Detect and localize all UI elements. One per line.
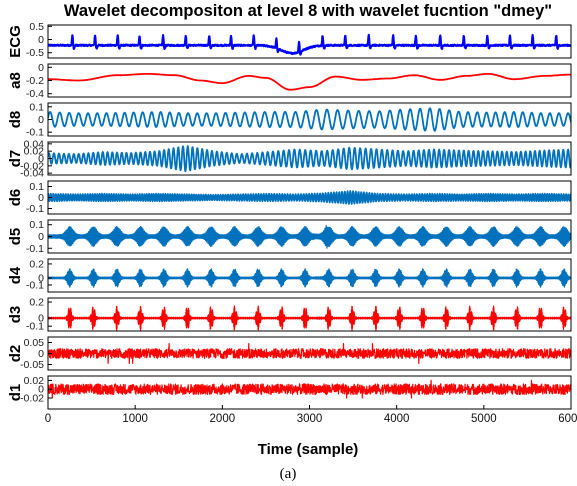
y-tick-label: -0.1: [26, 243, 44, 255]
y-tick-label: 0: [38, 62, 44, 74]
x-axis-label: Time (sample): [258, 441, 359, 458]
series-line-d2: [48, 343, 571, 364]
x-axis: 0 1000 2000 3000 4000 5000 6000: [45, 405, 577, 425]
y-tick-label: -0.4: [26, 88, 44, 100]
y-tick-label: -0.5: [26, 47, 44, 59]
panel-label-d6: d6: [7, 189, 24, 207]
y-tick-label: 0.1: [29, 181, 44, 193]
panel-label-d8: d8: [7, 111, 24, 129]
x-tick-label: 1000: [122, 413, 148, 425]
y-tick-label: 0: [38, 348, 44, 360]
y-tick-label: 0: [38, 231, 44, 243]
x-tick-label: 0: [45, 413, 51, 425]
y-tick-label: -0.02: [20, 160, 44, 172]
panel-label-d2: d2: [7, 345, 24, 363]
y-tick-label: -0.2: [26, 75, 44, 87]
y-tick-label: 0: [38, 272, 44, 284]
y-tick-label: 0.1: [29, 219, 44, 231]
y-tick-label: 0.1: [29, 101, 44, 113]
y-tick-label: 0: [38, 114, 44, 126]
x-tick-label: 4000: [384, 413, 410, 425]
panel-label-d1: d1: [7, 384, 24, 402]
y-tick-label: 0.2: [29, 297, 44, 309]
series-line-d5: [48, 224, 571, 249]
series-line-d3: [48, 305, 571, 331]
series-line-d7: [48, 145, 571, 173]
panel-d6: 0.10-0.1d6: [7, 180, 572, 215]
y-tick-label: 0.02: [24, 375, 45, 387]
panel-label-a8: a8: [7, 72, 24, 89]
chart-panels: 0.50-0.5ECG0-0.2-0.4a80.10-0.1d80.040.02…: [7, 21, 572, 410]
y-tick-label: 0: [38, 153, 44, 165]
panel-frame: [47, 297, 572, 332]
panel-label-d5: d5: [7, 228, 24, 246]
y-tick-label: -0.02: [20, 393, 44, 405]
panel-d5: 0.10-0.1d5: [7, 219, 572, 255]
y-tick-label: 0.2: [29, 258, 44, 270]
y-tick-label: -0.1: [26, 321, 44, 333]
panel-frame: [47, 63, 572, 98]
y-tick-label: -0.1: [26, 279, 44, 291]
panel-label-d3: d3: [7, 306, 24, 324]
y-tick-label: -0.1: [26, 127, 44, 139]
figure-caption: (a): [280, 466, 297, 482]
panel-frame: [47, 258, 572, 293]
series-line-d4: [48, 268, 571, 288]
x-tick-label: 5000: [471, 413, 497, 425]
panel-a8: 0-0.2-0.4a8: [7, 62, 572, 100]
panel-d3: 0.2 0-0.1d3: [7, 297, 572, 333]
panel-label-d7: d7: [7, 150, 24, 168]
panel-d8: 0.10-0.1d8: [7, 101, 572, 139]
y-tick-label: 0.04: [24, 138, 45, 150]
x-tick-label: 6000: [558, 413, 577, 425]
y-tick-label: 0.02: [24, 146, 45, 158]
series-line-a8: [48, 73, 571, 91]
y-tick-label: 0.05: [24, 337, 45, 349]
series-line-d1: [48, 379, 571, 399]
panel-label-d4: d4: [7, 266, 24, 284]
series-line-d8: [48, 107, 571, 132]
x-tick-label: 3000: [297, 413, 323, 425]
series-line-ECG: [48, 33, 571, 56]
y-tick-label: 0: [38, 384, 44, 396]
panel-frame: [47, 24, 572, 59]
y-tick-label: 0: [38, 34, 44, 46]
chart-title: Wavelet decompositon at level 8 with wav…: [64, 2, 552, 20]
panel-d4: 0.2 0-0.1d4: [7, 258, 572, 293]
y-tick-label: -0.04: [20, 168, 44, 180]
y-tick-label: -0.1: [26, 203, 44, 215]
y-tick-label: 0: [38, 313, 44, 325]
y-tick-label: -0.05: [20, 359, 44, 371]
y-tick-label: 0.5: [29, 21, 44, 33]
panel-label-ECG: ECG: [7, 25, 24, 58]
series-line-d6: [48, 190, 571, 205]
x-tick-label: 2000: [210, 413, 236, 425]
y-tick-label: 0: [38, 192, 44, 204]
